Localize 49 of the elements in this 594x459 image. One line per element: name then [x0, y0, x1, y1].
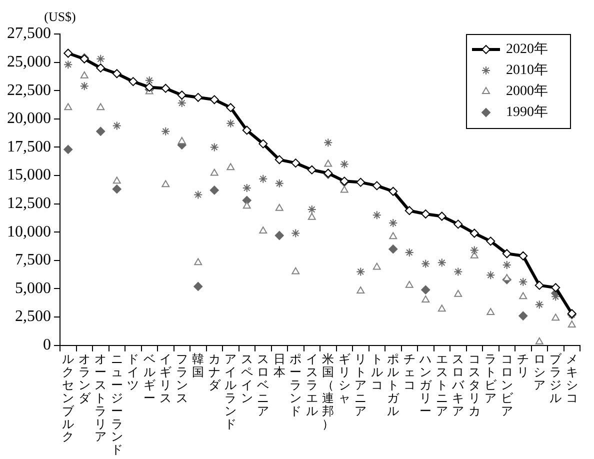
x-tick-label: オーストラリア: [94, 352, 107, 444]
y-tick-label: 25,000: [7, 54, 51, 71]
x-tick-label: ニュージーランド: [110, 352, 123, 457]
x-tick-label: ハンガリー: [418, 352, 433, 418]
legend-label: 2010年: [506, 62, 548, 78]
x-tick-label: ブラジル: [550, 352, 563, 405]
x-tick-label: ルクセンブルク: [62, 352, 76, 444]
x-tick-label: ドイツ: [127, 352, 140, 392]
x-tick-label: スペイン: [240, 352, 253, 405]
x-tick-label: コロンビア: [500, 352, 514, 418]
y-tick-label: 7,500: [15, 252, 51, 269]
x-tick-label: ロシア: [533, 352, 546, 392]
legend-label: 2000年: [506, 83, 548, 100]
x-tick-label: フランス: [176, 352, 188, 405]
y-axis-title: (US$): [44, 8, 76, 24]
x-tick-label: 米国（連邦）: [322, 352, 334, 431]
x-tick-label: スロバキア: [451, 352, 466, 418]
y-tick-label: 10,000: [7, 223, 51, 240]
y-tick-label: 12,500: [7, 195, 51, 212]
x-tick-label: オランダ: [78, 352, 92, 405]
x-tick-label: ベルギー: [143, 352, 156, 405]
x-tick-label: ラトビア: [484, 352, 498, 405]
x-tick-label: スロベニア: [257, 352, 270, 418]
x-tick-label: コスタリカ: [468, 352, 480, 418]
legend-label: 2020年: [506, 41, 548, 58]
x-tick-label: 日本: [273, 352, 286, 379]
x-tick-label: メキシコ: [566, 352, 578, 405]
x-tick-label: エストニア: [436, 352, 448, 418]
x-tick-label: チェコ: [403, 352, 416, 392]
x-tick-label: チリ: [517, 352, 530, 379]
y-tick-label: 20,000: [7, 110, 51, 128]
y-tick-label: 22,500: [7, 82, 51, 99]
legend-label: 1990年: [506, 104, 548, 120]
y-tick-label: 5,000: [15, 280, 51, 297]
x-tick-label: イギリス: [160, 352, 172, 405]
x-tick-label: 韓国: [192, 352, 204, 379]
y-tick-label: 17,500: [7, 138, 51, 156]
y-tick-label: 2,500: [15, 308, 51, 326]
y-tick-label: 0: [43, 336, 51, 354]
x-tick-label: リトアニア: [354, 352, 367, 418]
x-tick-label: アイルランド: [224, 352, 237, 431]
x-tick-label: ポルトガル: [387, 352, 400, 418]
x-tick-label: トルコ: [370, 352, 383, 392]
x-tick-label: ポーランド: [290, 352, 302, 418]
x-tick-label: カナダ: [208, 352, 222, 392]
y-tick-label: 27,500: [7, 25, 51, 42]
y-tick-label: 15,000: [7, 166, 51, 184]
x-tick-label: イスラエル: [306, 352, 318, 418]
x-tick-label: ギリシャ: [338, 352, 350, 405]
